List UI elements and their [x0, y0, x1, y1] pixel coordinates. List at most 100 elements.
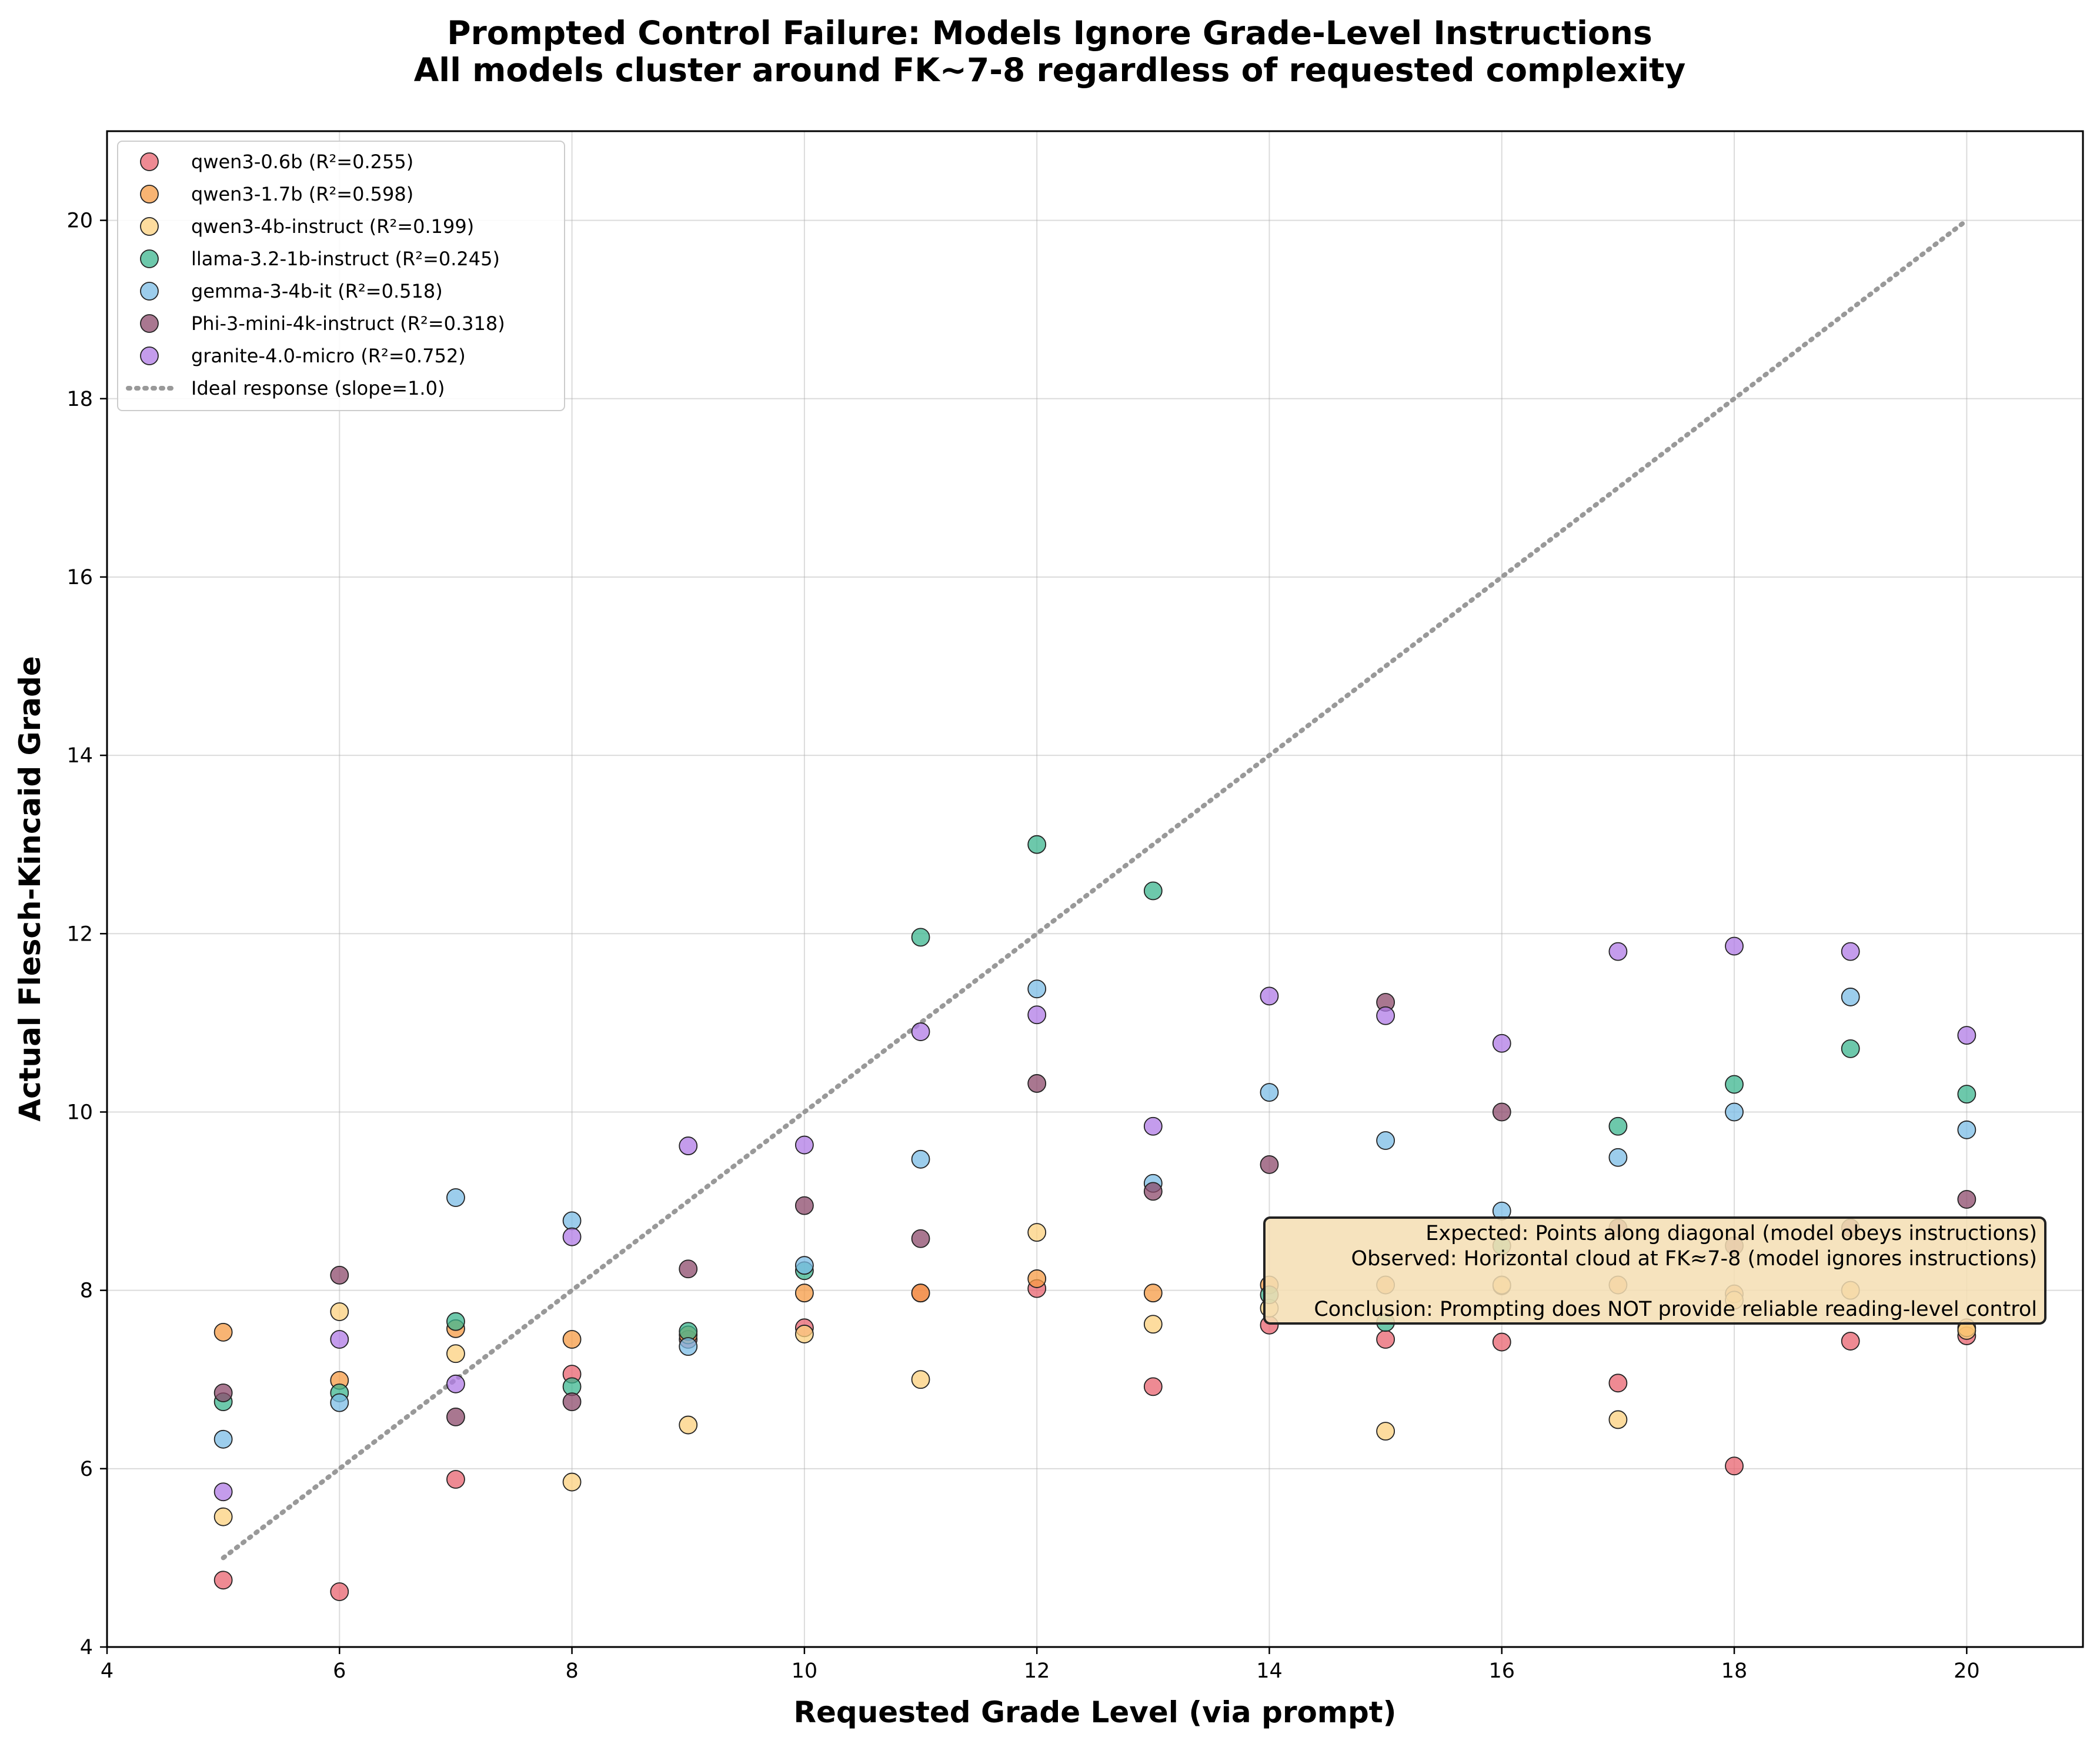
ideal-response-line-group	[221, 218, 1969, 1561]
data-point-series-1	[213, 1322, 233, 1342]
legend-marker	[140, 346, 159, 365]
data-point-series-0	[1841, 1332, 1860, 1351]
x-tick-label: 4	[101, 1659, 113, 1683]
y-tick-label: 4	[80, 1636, 93, 1659]
data-point-series-4	[1725, 1102, 1744, 1122]
data-point-series-6	[679, 1136, 698, 1155]
x-tick-label: 16	[1488, 1659, 1515, 1683]
x-tick-label: 10	[792, 1659, 818, 1683]
data-point-series-2	[330, 1302, 349, 1321]
annotation-box: Expected: Points along diagonal (model o…	[1263, 1216, 2046, 1325]
data-point-series-4	[213, 1429, 233, 1449]
legend: qwen3-0.6b (R²=0.255) qwen3-1.7b (R²=0.59…	[117, 141, 565, 411]
data-point-series-6	[1725, 936, 1744, 956]
axis-ticks: 4 6 8 10 12 14 16 18 20 4 6 8 10 12 14 16 18 20	[66, 209, 1979, 1683]
y-tick-label: 12	[66, 922, 93, 946]
data-point-series-1	[1143, 1283, 1163, 1303]
data-point-series-5	[1143, 1182, 1163, 1201]
data-point-series-5	[679, 1259, 698, 1279]
data-point-series-4	[794, 1256, 814, 1275]
legend-marker	[140, 185, 159, 204]
data-point-series-3	[1027, 835, 1047, 854]
legend-marker	[140, 152, 159, 171]
chart-title: Prompted Control Failure: Models Ignore …	[447, 14, 1652, 52]
chart-subtitle: All models cluster around FK~7-8 regardl…	[414, 51, 1686, 89]
data-point-series-6	[446, 1374, 465, 1393]
data-point-series-4	[330, 1393, 349, 1412]
data-point-series-4	[1608, 1148, 1628, 1167]
data-point-series-5	[562, 1392, 582, 1412]
ideal-response-line	[221, 218, 1969, 1561]
data-point-series-0	[446, 1470, 465, 1489]
data-point-series-6	[1143, 1116, 1163, 1136]
data-point-series-1	[794, 1283, 814, 1303]
y-tick-label: 6	[80, 1458, 93, 1481]
x-tick-label: 6	[333, 1659, 346, 1683]
data-point-series-4	[1841, 988, 1860, 1006]
data-points	[213, 835, 1977, 1601]
legend-label: gemma-3-4b-it (R²=0.518)	[191, 280, 443, 302]
data-point-series-2	[1027, 1223, 1047, 1242]
x-tick-label: 12	[1024, 1659, 1050, 1683]
data-point-series-2	[562, 1472, 582, 1492]
data-point-series-6	[1260, 986, 1279, 1006]
data-point-series-6	[1841, 942, 1860, 961]
data-point-series-0	[1725, 1456, 1744, 1476]
data-point-series-1	[911, 1283, 930, 1303]
data-point-series-6	[562, 1227, 582, 1246]
annotation-line: Observed: Horizontal cloud at FK≈7-8 (mo…	[1351, 1247, 2037, 1271]
data-point-series-6	[330, 1330, 349, 1349]
data-point-series-2	[911, 1370, 930, 1389]
y-tick-label: 10	[66, 1101, 93, 1124]
data-point-series-5	[794, 1196, 814, 1215]
legend-label: qwen3-4b-instruct (R²=0.199)	[191, 215, 474, 238]
data-point-series-4	[679, 1337, 698, 1356]
data-point-series-4	[1376, 1131, 1395, 1150]
data-point-series-2	[794, 1325, 814, 1343]
data-point-series-5	[1027, 1074, 1047, 1093]
annotation-line: Conclusion: Prompting does NOT provide r…	[1314, 1298, 2037, 1321]
legend-label: Ideal response (slope=1.0)	[191, 377, 445, 399]
data-point-series-6	[1376, 1006, 1395, 1025]
legend-marker	[140, 314, 159, 333]
data-point-series-3	[1725, 1075, 1744, 1094]
data-point-series-3	[911, 928, 930, 947]
y-tick-label: 16	[66, 566, 93, 589]
legend-label: granite-4.0-micro (R²=0.752)	[191, 345, 466, 367]
data-point-series-6	[1608, 942, 1628, 961]
data-point-series-6	[1492, 1033, 1511, 1053]
legend-label: llama-3.2-1b-instruct (R²=0.245)	[191, 248, 500, 270]
annotation-line: Expected: Points along diagonal (model o…	[1425, 1222, 2037, 1245]
data-point-series-2	[213, 1507, 233, 1526]
data-point-series-6	[1027, 1005, 1047, 1025]
data-point-series-2	[1376, 1422, 1395, 1441]
data-point-series-5	[1492, 1102, 1511, 1122]
data-point-series-6	[911, 1022, 930, 1041]
data-point-series-4	[1027, 979, 1047, 999]
data-point-series-6	[794, 1135, 814, 1155]
x-tick-label: 20	[1954, 1659, 1980, 1683]
data-point-series-4	[1260, 1083, 1279, 1102]
data-point-series-3	[1841, 1039, 1860, 1058]
data-point-series-0	[330, 1582, 349, 1601]
legend-marker	[140, 217, 159, 236]
legend-label: qwen3-1.7b (R²=0.598)	[191, 183, 413, 205]
data-point-series-0	[1608, 1373, 1628, 1393]
data-point-series-4	[911, 1149, 930, 1169]
data-point-series-4	[446, 1188, 465, 1207]
plot-frame	[106, 130, 2084, 1648]
data-point-series-5	[1957, 1190, 1977, 1209]
data-point-series-1	[562, 1330, 582, 1349]
y-tick-label: 20	[66, 209, 93, 233]
data-point-series-3	[1608, 1116, 1628, 1136]
legend-label: Phi-3-mini-4k-instruct (R²=0.318)	[191, 312, 505, 335]
data-point-series-2	[446, 1344, 465, 1363]
data-point-series-6	[213, 1482, 233, 1502]
data-point-series-1	[1027, 1269, 1047, 1288]
data-point-series-5	[330, 1265, 349, 1285]
y-tick-label: 14	[66, 744, 93, 768]
annotation-frame	[1263, 1216, 2046, 1325]
data-point-series-5	[446, 1408, 465, 1426]
data-point-series-3	[1957, 1085, 1977, 1104]
